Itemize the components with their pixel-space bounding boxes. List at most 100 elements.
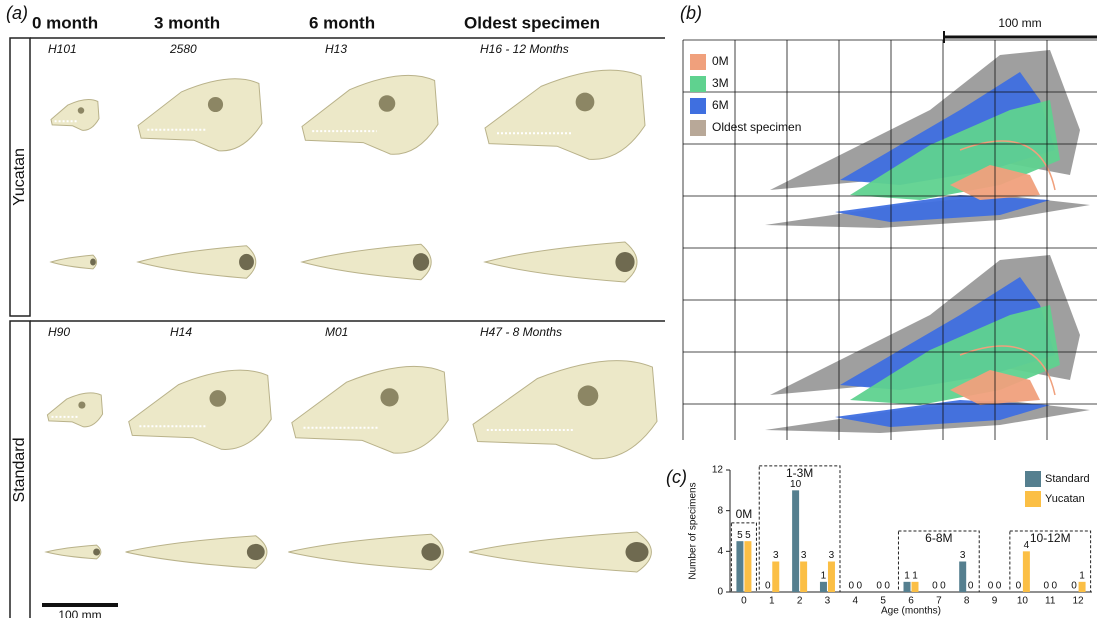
- value-label: 1: [1079, 570, 1085, 581]
- skull-lateral: [292, 366, 448, 453]
- bar: [744, 541, 751, 592]
- skull-lateral: [47, 393, 102, 427]
- x-tick-label: 8: [964, 596, 970, 607]
- y-tick-label: 0: [717, 587, 723, 598]
- specimen-id: 2580: [169, 42, 197, 56]
- legend-label: Yucatan: [1045, 493, 1085, 505]
- group-label: 6-8M: [925, 531, 952, 545]
- y-tick-label: 8: [717, 505, 723, 516]
- panel-label: (c): [666, 467, 687, 487]
- bar: [736, 541, 743, 592]
- value-label: 3: [773, 550, 779, 561]
- skull-top: [138, 246, 256, 278]
- orbit: [78, 107, 84, 113]
- shadow: [90, 259, 96, 266]
- value-label: 5: [745, 530, 751, 541]
- legend-swatch: [1025, 491, 1041, 507]
- shadow: [413, 253, 429, 271]
- shadow: [625, 542, 648, 562]
- skull-lateral: [51, 99, 99, 130]
- x-tick-label: 0: [741, 596, 747, 607]
- legend-swatch: [690, 54, 706, 70]
- value-label: 0: [968, 581, 974, 592]
- legend-label: Standard: [1045, 473, 1090, 485]
- skull-top: [46, 545, 101, 559]
- value-label: 0: [1071, 581, 1077, 592]
- value-label: 0: [996, 581, 1002, 592]
- group-label: 10-12M: [1030, 531, 1071, 545]
- x-tick-label: 5: [880, 596, 886, 607]
- skull-lateral: [473, 361, 657, 459]
- column-header: Oldest specimen: [464, 13, 600, 32]
- value-label: 0: [1016, 581, 1022, 592]
- y-axis-title: Number of specimens: [688, 482, 699, 579]
- value-label: 4: [1024, 540, 1030, 551]
- legend-label: 0M: [712, 54, 729, 68]
- shadow: [421, 543, 441, 561]
- skull-lateral: [138, 79, 262, 151]
- legend-label: 3M: [712, 76, 729, 90]
- x-tick-label: 10: [1017, 596, 1029, 607]
- x-axis-title: Age (months): [881, 606, 941, 617]
- specimen-id: H47 - 8 Months: [480, 325, 562, 339]
- x-tick-label: 4: [853, 596, 859, 607]
- orbit: [210, 390, 227, 407]
- group-box: [731, 523, 756, 592]
- value-label: 0: [765, 581, 771, 592]
- row-label: Standard: [11, 438, 28, 503]
- skull-top: [302, 244, 431, 279]
- skull-lateral: [129, 370, 272, 449]
- value-label: 3: [960, 550, 966, 561]
- x-tick-label: 9: [992, 596, 998, 607]
- column-header: 6 month: [309, 13, 375, 32]
- value-label: 0: [857, 581, 863, 592]
- skull-lateral: [302, 75, 438, 154]
- specimen-id: M01: [325, 325, 348, 339]
- x-tick-label: 2: [797, 596, 803, 607]
- figure: (a) (b) (c) 100 mm 100 mm 0 month3 month…: [0, 0, 1097, 618]
- row-label: Yucatan: [11, 148, 28, 206]
- value-label: 0: [1043, 581, 1049, 592]
- value-label: 0: [1051, 581, 1057, 592]
- shadow: [239, 254, 254, 270]
- bar: [1079, 582, 1086, 592]
- skull-top: [485, 242, 637, 282]
- value-label: 1: [904, 570, 910, 581]
- orbit: [208, 97, 223, 112]
- value-label: 10: [790, 479, 802, 490]
- x-tick-label: 7: [936, 596, 942, 607]
- bar: [800, 562, 807, 593]
- y-tick-label: 4: [717, 546, 723, 557]
- legend-swatch: [690, 98, 706, 114]
- orbit: [576, 93, 595, 112]
- legend-label: Oldest specimen: [712, 120, 801, 134]
- bar: [959, 562, 966, 593]
- x-tick-label: 11: [1045, 596, 1056, 607]
- orbit: [578, 385, 599, 406]
- bar: [792, 490, 799, 592]
- orbit: [78, 401, 85, 408]
- x-tick-label: 1: [769, 596, 775, 607]
- bar: [772, 562, 779, 593]
- specimen-id: H14: [170, 325, 192, 339]
- orbit: [380, 388, 398, 406]
- value-label: 0: [940, 581, 946, 592]
- column-header: 0 month: [32, 13, 98, 32]
- skull-top: [51, 255, 97, 269]
- x-tick-label: 6: [908, 596, 914, 607]
- value-label: 0: [876, 581, 882, 592]
- value-label: 3: [801, 550, 807, 561]
- bar: [820, 582, 827, 592]
- x-tick-label: 3: [825, 596, 831, 607]
- specimen-id: H16 - 12 Months: [480, 42, 569, 56]
- value-label: 5: [737, 530, 743, 541]
- bar: [904, 582, 911, 592]
- scale-label: 100 mm: [58, 608, 101, 618]
- skull-top: [469, 532, 651, 572]
- x-tick-label: 12: [1073, 596, 1085, 607]
- y-tick-label: 12: [712, 465, 724, 476]
- value-label: 1: [912, 570, 918, 581]
- specimen-id: H90: [48, 325, 70, 339]
- value-label: 0: [988, 581, 994, 592]
- legend-swatch: [1025, 471, 1041, 487]
